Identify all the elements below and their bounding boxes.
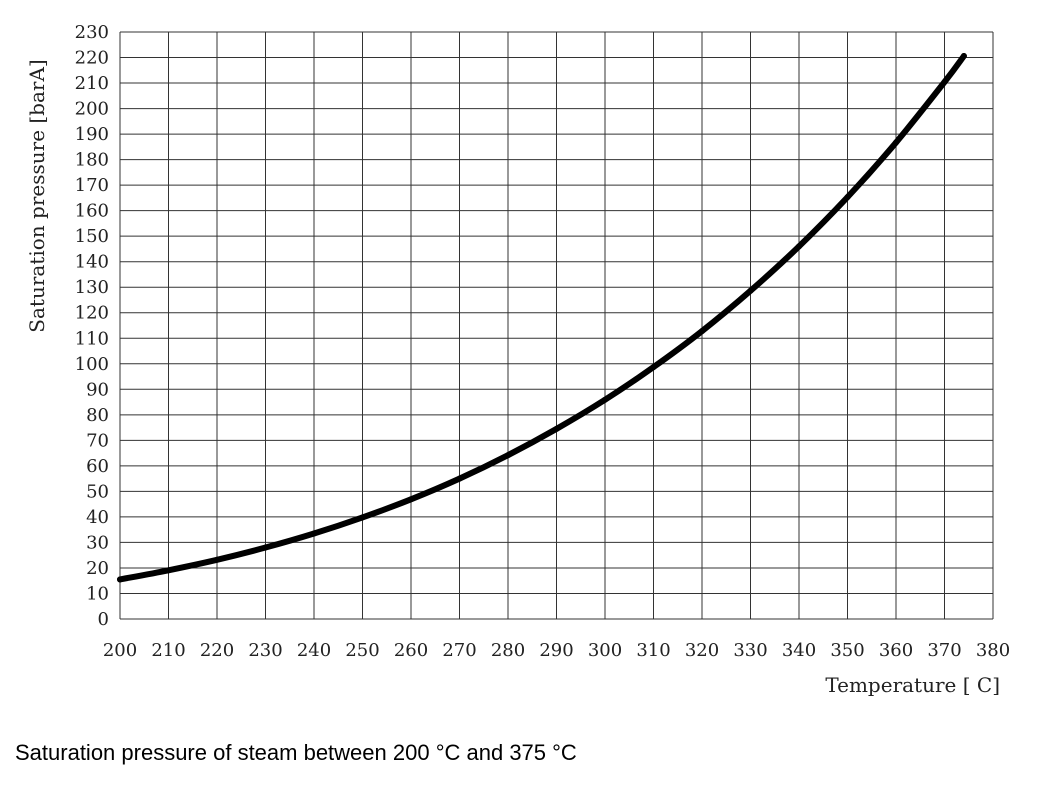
y-tick-label: 190	[75, 124, 109, 145]
data-point	[699, 328, 705, 335]
tick-labels: 200 210 220 230 240 250 260 270 280 290 300 310 320 3…	[75, 22, 1011, 661]
data-point	[214, 556, 220, 563]
y-tick-label: 200	[75, 99, 109, 120]
x-tick-label: 380	[976, 640, 1010, 661]
x-tick-label: 210	[151, 640, 185, 661]
x-tick-label: 230	[248, 640, 282, 661]
x-tick-label: 320	[685, 640, 719, 661]
y-tick-label: 70	[86, 430, 109, 451]
series-layer	[117, 52, 967, 583]
x-tick-label: 340	[782, 640, 816, 661]
x-tick-label: 220	[200, 640, 234, 661]
data-point	[165, 567, 172, 574]
y-tick-label: 10	[86, 583, 109, 604]
x-tick-label: 250	[345, 640, 379, 661]
chart-container: 200 210 220 230 240 250 260 270 280 290 300 310 320 3…	[25, 22, 1011, 697]
data-point	[553, 425, 560, 432]
y-tick-label: 140	[75, 252, 109, 273]
figure-caption: Saturation pressure of steam between 200…	[15, 740, 577, 765]
data-point	[893, 139, 899, 146]
y-tick-label: 130	[75, 277, 109, 298]
data-point	[456, 475, 463, 482]
y-tick-label: 30	[86, 532, 109, 553]
data-point	[960, 52, 967, 59]
data-point	[408, 496, 414, 503]
y-tick-label: 100	[75, 354, 109, 375]
x-tick-label: 370	[927, 640, 961, 661]
x-tick-label: 280	[491, 640, 525, 661]
data-point	[359, 514, 366, 521]
data-point	[844, 194, 851, 201]
y-tick-label: 90	[86, 379, 109, 400]
x-tick-label: 200	[103, 640, 137, 661]
y-tick-label: 50	[86, 481, 109, 502]
data-point	[117, 576, 123, 583]
grid	[119, 31, 994, 620]
y-tick-label: 220	[75, 48, 109, 69]
x-tick-label: 260	[394, 640, 428, 661]
y-tick-label: 110	[75, 328, 109, 349]
x-tick-label: 360	[879, 640, 913, 661]
data-point	[602, 396, 608, 403]
y-tick-label: 0	[98, 609, 109, 630]
y-tick-label: 120	[75, 303, 109, 324]
y-tick-label: 180	[75, 150, 109, 171]
y-tick-label: 170	[75, 175, 109, 196]
x-tick-label: 350	[830, 640, 864, 661]
x-tick-label: 310	[636, 640, 670, 661]
y-tick-label: 80	[86, 405, 109, 426]
x-tick-label: 240	[297, 640, 331, 661]
data-point	[747, 287, 754, 294]
data-point	[650, 364, 657, 371]
data-point	[311, 530, 317, 537]
y-axis-title: Saturation pressure [barA]	[25, 59, 49, 332]
saturation-pressure-chart: 200 210 220 230 240 250 260 270 280 290 300 310 320 3…	[25, 22, 1011, 697]
x-tick-label: 300	[588, 640, 622, 661]
y-tick-label: 150	[75, 226, 109, 247]
y-tick-label: 60	[86, 456, 109, 477]
data-point	[941, 79, 948, 86]
x-tick-label: 290	[539, 640, 573, 661]
y-tick-label: 40	[86, 507, 109, 528]
y-tick-label: 230	[75, 22, 109, 43]
x-axis-title: Temperature [ C]	[825, 673, 1000, 697]
y-tick-label: 160	[75, 201, 109, 222]
data-point	[505, 452, 511, 459]
x-tick-label: 330	[733, 640, 767, 661]
data-point	[262, 544, 269, 551]
data-point	[796, 243, 802, 250]
x-tick-label: 270	[442, 640, 476, 661]
y-tick-label: 210	[75, 73, 109, 94]
y-tick-label: 20	[86, 558, 109, 579]
